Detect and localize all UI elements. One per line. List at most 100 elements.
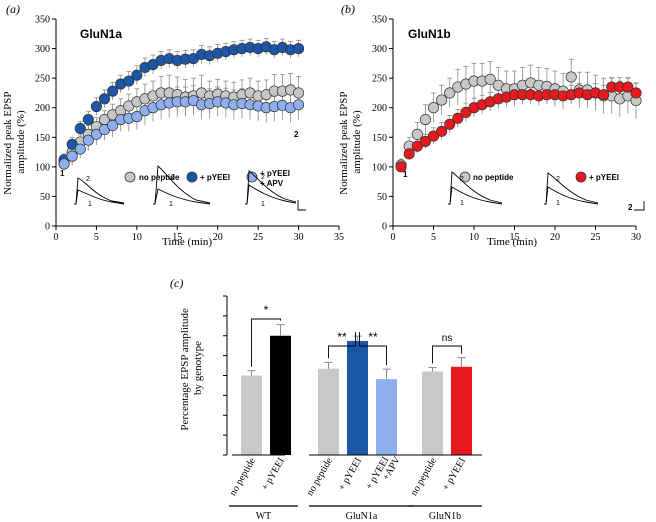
legend-marker-pyeei — [186, 171, 198, 183]
b-point-s0-21 — [565, 71, 577, 83]
legend-marker-no-peptide — [124, 171, 136, 183]
a-point-s1-9 — [131, 69, 143, 81]
b-ytick-label-150: 150 — [372, 133, 387, 144]
trace-a-no-peptide-2 — [74, 177, 125, 205]
panel-b-legend: no peptide + pYEEI — [459, 171, 619, 183]
c-group-label-0: WT — [256, 511, 272, 522]
legend-no-peptide-a: no peptide — [124, 171, 180, 183]
legend-label-no-peptide: no peptide — [139, 173, 180, 182]
trace-label-b-py-1: 1 — [556, 200, 560, 207]
a-point-s1-5 — [98, 93, 111, 105]
b-xtick-label-5: 5 — [431, 232, 436, 243]
legend-pyeei-apv-a: + pYEEI + APV — [246, 169, 292, 188]
panel-b-trace-labels: 2 1 2 1 — [460, 176, 560, 207]
b-point-s1-5 — [436, 125, 448, 137]
bar-wt-1 — [270, 335, 291, 455]
legend-pyeei-b: + pYEEI — [575, 171, 619, 183]
trace-label-b-np-1: 1 — [460, 200, 464, 207]
legend-label-pyeei-apv-line2: + APV — [260, 179, 284, 188]
c-sig-bracket-2 — [359, 332, 387, 366]
b-ytick-label-250: 250 — [372, 74, 387, 85]
b-xtick-label-20: 20 — [550, 232, 560, 243]
a-point-s2-2 — [74, 143, 86, 155]
a-xtick-label-10: 10 — [132, 232, 142, 243]
a-point-s2-9 — [131, 111, 143, 123]
trace-label-a-py-2: 2 — [171, 174, 175, 181]
c-sig-label-1: ** — [337, 330, 347, 344]
bar-glun1b-0 — [422, 371, 443, 455]
panel-a-baseline-annotation: 1 — [60, 169, 65, 178]
a-point-s2-0 — [58, 158, 70, 170]
legend-label-no-peptide-b: no peptide — [473, 173, 514, 182]
c-group-label-1: GluN1a — [346, 511, 378, 522]
b-point-s1-7 — [452, 112, 464, 124]
bar-glun1b-1 — [451, 366, 472, 455]
c-sig-bracket-1 — [328, 332, 356, 359]
c-group-label-2: GluN1b — [429, 511, 461, 522]
panel-a-late-annotation: 2 — [294, 130, 299, 139]
a-ytick-label-200: 200 — [35, 103, 50, 114]
c-xlabel-0-1: + pYEEI — [260, 456, 287, 493]
b-point-s1-6 — [444, 118, 456, 130]
trace-b-no-peptide-1 — [448, 186, 503, 205]
panel-b-ylabel-line2: amplitude (%) — [351, 110, 363, 174]
legend-marker-pyeei-apv — [246, 171, 258, 183]
trace-b-no-peptide-2 — [448, 171, 503, 205]
panel-b-xlabel: Time (min) — [487, 236, 537, 248]
b-point-s0-4 — [427, 102, 440, 114]
c-xlabel-0-0: no peptide — [228, 456, 259, 498]
c-xlabel-2-1: + pYEEI — [441, 456, 468, 493]
c-sig-label-0: * — [264, 303, 269, 317]
panel-b-ylabel: Normalized peak EPSP amplitude (%) — [338, 89, 363, 195]
b-ytick-label-200: 200 — [372, 103, 387, 114]
a-ytick-label-0: 0 — [45, 222, 50, 233]
a-xtick-label-30: 30 — [294, 232, 304, 243]
b-point-s1-29 — [630, 87, 642, 99]
panel-c-ylabel: Percentage EPSP amplitude by genotype — [179, 305, 204, 430]
b-point-s1-3 — [419, 135, 431, 147]
bar-glun1a-0 — [318, 368, 339, 455]
b-xtick-label-15: 15 — [510, 232, 520, 243]
trace-label-a-apv-1: 1 — [261, 201, 265, 208]
b-ytick-label-350: 350 — [372, 15, 387, 26]
trace-b-pyeei-1 — [544, 186, 599, 205]
c-sig-bracket-0 — [251, 318, 281, 367]
trace-a-no-peptide-1 — [74, 189, 125, 205]
trace-a-apv-2 — [245, 170, 297, 205]
bar-glun1a-2 — [376, 379, 397, 455]
a-point-s1-6 — [107, 85, 119, 97]
b-point-s1-25 — [598, 89, 610, 101]
panel-c-ylabel-line2: by genotype — [192, 341, 204, 395]
legend-label-pyeei: + pYEEI — [200, 173, 230, 182]
panel-b-label: (b) — [341, 2, 355, 16]
legend-label-pyeei-b: + pYEEI — [589, 173, 619, 182]
panel-b-traces — [448, 171, 645, 211]
panel-a-title: GluN1a — [80, 27, 122, 41]
a-point-s1-4 — [90, 100, 102, 113]
a-ytick-label-150: 150 — [35, 133, 50, 144]
trace-label-b-np-2: 2 — [460, 176, 464, 183]
c-sig-bracket-3 — [432, 345, 462, 364]
b-point-s1-28 — [622, 81, 634, 93]
panel-a-ylabel-line2: amplitude (%) — [15, 110, 27, 174]
legend-marker-no-peptide-b — [459, 171, 471, 183]
b-point-s0-11 — [484, 73, 496, 85]
trace-a-apv-1 — [245, 184, 297, 205]
a-point-s2-3 — [82, 134, 94, 146]
a-ytick-label-350: 350 — [35, 15, 50, 26]
trace-label-b-py-2: 2 — [556, 176, 560, 183]
b-point-s1-1 — [403, 148, 415, 160]
a-xtick-label-0: 0 — [54, 232, 59, 243]
c-xlabel-1-1: + pYEEI — [337, 456, 364, 493]
trace-label-a-np-2: 2 — [86, 176, 90, 183]
a-xtick-label-15: 15 — [172, 232, 182, 243]
legend-label-pyeei-apv: + pYEEI + APV — [260, 169, 292, 188]
a-point-s2-29 — [293, 99, 305, 111]
c-xlabel-2-0: no peptide — [409, 456, 440, 498]
trace-label-a-py-1: 1 — [169, 201, 173, 208]
panel-b-late-annotation: 2 — [628, 203, 633, 212]
panel-c: (c) Percentage EPSP amplitude by genotyp… — [170, 276, 482, 522]
bar-glun1a-1 — [347, 340, 368, 455]
panel-a-legend: no peptide + pYEEI + pYEEI + APV — [124, 169, 292, 188]
panel-a-ylabel: Normalized peak EPSP amplitude (%) — [2, 89, 27, 195]
